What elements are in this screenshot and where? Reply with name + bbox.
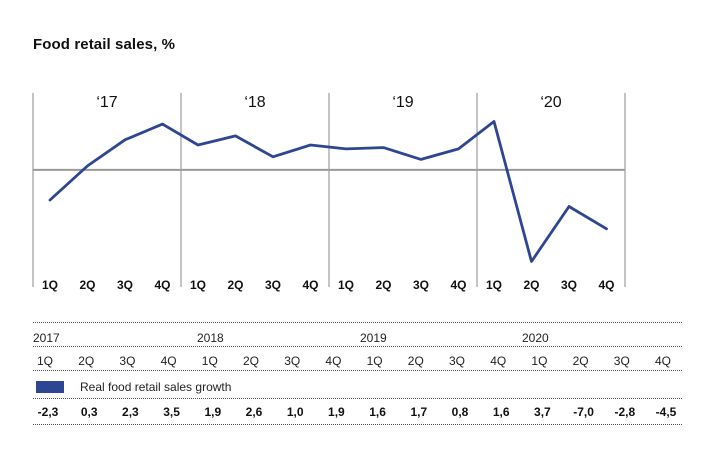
x-tick-label: 1Q (190, 278, 206, 292)
line-chart: ‘17 ‘18 ‘19 ‘20 1Q 2Q 3Q 4Q 1Q 2Q 3Q 4Q 1Q 2Q 3Q 4Q 1Q 2Q… (32, 93, 626, 292)
table-value: 0,3 (80, 405, 98, 419)
year-label: ‘19 (392, 94, 413, 111)
table-value: 2,3 (122, 405, 139, 419)
x-tick-label: 4Q (450, 278, 466, 292)
year-label: ‘20 (540, 94, 561, 111)
year-label: ‘17 (96, 94, 117, 111)
table-value: 0,8 (451, 405, 469, 419)
table-quarter-label: 1Q (37, 354, 54, 368)
table-year-label: 2020 (522, 331, 549, 345)
table-quarter-label: 4Q (655, 354, 672, 368)
table-quarter-label: 2Q (407, 354, 424, 368)
table-year-label: 2019 (360, 331, 387, 345)
x-tick-label: 4Q (154, 278, 170, 292)
x-tick-label: 1Q (486, 278, 502, 292)
table-divider (33, 398, 682, 399)
table-value: 2,6 (245, 405, 263, 419)
table-value: -4,5 (655, 405, 677, 419)
table-quarter-label: 3Q (449, 354, 466, 368)
table-quarter-label: 4Q (160, 354, 177, 368)
table-value: 3,7 (534, 405, 551, 419)
table-value: 3,5 (163, 405, 180, 419)
table-value: 1,7 (410, 405, 428, 419)
x-tick-label: 2Q (523, 278, 539, 292)
year-label: ‘18 (244, 94, 265, 111)
table-value: 1,9 (204, 405, 222, 419)
table-year-label: 2018 (197, 331, 224, 345)
x-tick-label: 2Q (375, 278, 391, 292)
table-quarter-label: 3Q (613, 354, 630, 368)
table-quarter-label: 3Q (284, 354, 301, 368)
table-quarter-label: 1Q (201, 354, 218, 368)
table-value: -2,3 (37, 405, 59, 419)
x-tick-label: 4Q (302, 278, 318, 292)
table-value: 1,6 (492, 405, 510, 419)
table-quarter-label: 3Q (119, 354, 136, 368)
table-divider (33, 424, 682, 425)
x-tick-label: 1Q (42, 278, 58, 292)
table-quarter-label: 2Q (243, 354, 260, 368)
x-tick-label: 3Q (561, 278, 577, 292)
chart-title: Food retail sales, % (33, 36, 176, 53)
table-value: 1,6 (369, 405, 386, 419)
x-tick-label: 4Q (598, 278, 614, 292)
table-divider (33, 346, 682, 347)
table-quarter-label: 1Q (366, 354, 383, 368)
table-quarter-label: 1Q (531, 354, 548, 368)
legend-label: Real food retail sales growth (80, 380, 232, 394)
table-quarter-label: 2Q (572, 354, 589, 368)
table-value: -2,8 (614, 405, 636, 419)
table-divider (33, 370, 682, 371)
table-quarter-label: 2Q (78, 354, 95, 368)
x-tick-label: 2Q (227, 278, 243, 292)
series-line (48, 120, 608, 263)
table-year-label: 2017 (33, 331, 60, 345)
x-tick-label: 3Q (265, 278, 281, 292)
table-quarter-label: 4Q (325, 354, 342, 368)
table-value: 1,9 (328, 405, 345, 419)
x-tick-label: 3Q (413, 278, 429, 292)
x-tick-label: 3Q (117, 278, 133, 292)
table-divider (33, 322, 682, 323)
x-tick-label: 2Q (79, 278, 95, 292)
table-value: 1,0 (286, 405, 304, 419)
table-value: -7,0 (573, 405, 594, 419)
legend-swatch (36, 381, 64, 393)
x-tick-label: 1Q (338, 278, 354, 292)
table-quarter-label: 4Q (490, 354, 507, 368)
